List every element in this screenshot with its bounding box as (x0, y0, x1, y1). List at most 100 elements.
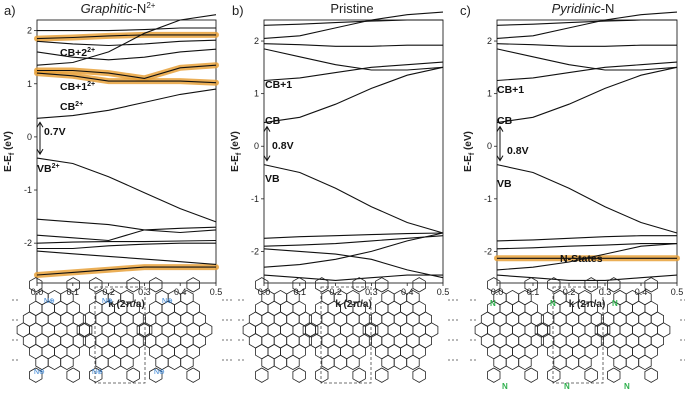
x-tick-label: 0.5 (671, 287, 684, 297)
band-line (36, 266, 216, 276)
annotations-a: CB+22+ CB+12+ CB2+ 0.7V VB2+ (37, 47, 95, 175)
y-tick-label: 1 (27, 79, 32, 89)
band-line (496, 243, 677, 250)
ring (261, 354, 275, 371)
plot-frame (263, 19, 444, 284)
ring (412, 277, 426, 293)
ring (375, 367, 389, 383)
ring (292, 277, 306, 293)
band-line (36, 34, 216, 40)
ring (89, 367, 103, 383)
y-tick-label: -2 (24, 238, 32, 248)
ring (315, 277, 329, 293)
ring (638, 354, 652, 371)
structure-pristine (238, 277, 458, 384)
band-line (263, 11, 444, 39)
panel-label-b: b) (232, 3, 244, 18)
nitrogen-atom: N (490, 299, 496, 308)
panel-label-a: a) (4, 3, 16, 18)
ring (286, 354, 300, 371)
band-line (263, 232, 444, 239)
ring (107, 354, 122, 371)
ring (346, 354, 360, 371)
panel-label-c: c) (460, 3, 471, 18)
ring (406, 354, 420, 371)
y-tick-label: -2 (251, 246, 259, 256)
ring (255, 277, 269, 293)
band-line (37, 27, 216, 32)
x-tick-label: 0.5 (210, 287, 223, 297)
ring (29, 367, 43, 383)
ring (393, 354, 408, 371)
label-cb1-c: CB+1 (497, 84, 524, 96)
x-tick-label: 0.3 (138, 287, 151, 297)
ring (493, 354, 507, 371)
band-line (36, 226, 217, 242)
ring (547, 277, 561, 293)
ring (186, 277, 200, 293)
y-tick-label: 1 (254, 89, 259, 99)
ring (644, 367, 658, 383)
ring (29, 277, 43, 293)
x-tick-label: 0.3 (599, 287, 612, 297)
band-line (263, 235, 444, 247)
ring (120, 354, 134, 371)
band-line (36, 250, 217, 265)
y-tick-label: 2 (27, 26, 32, 36)
x-tick-label: 0.0 (258, 287, 271, 297)
y-axis-label: E-Ef (eV) (230, 131, 243, 172)
panel-graphitic: a) Graphitic-N2+ 0.0 0.1 0.2 0.3 0.4 0.5-2-10… (3, 1, 222, 310)
ring (255, 367, 269, 383)
x-tick-label: 0.2 (102, 287, 115, 297)
band-line (36, 39, 217, 47)
label-nstates-c: N-States (560, 253, 603, 265)
x-tick-label: 0.1 (527, 287, 540, 297)
ring (613, 354, 627, 371)
ring (524, 367, 538, 383)
y-tick-label: -1 (484, 194, 492, 204)
ring (553, 354, 567, 371)
label-vb-c: VB (497, 178, 512, 190)
ring (547, 367, 561, 383)
band-line (37, 64, 217, 79)
y-tick-label: -1 (251, 194, 259, 204)
band-line (263, 43, 443, 47)
ring (149, 277, 163, 293)
ring (155, 354, 169, 371)
structure-graphitic: N⊕ N⊕ N⊕ N⊕ N⊕ N⊕ (12, 277, 232, 384)
band-line (263, 164, 444, 234)
plot-frame (496, 19, 678, 284)
ring (584, 277, 598, 293)
nitrogen-atom: N (564, 382, 570, 391)
ring (607, 367, 621, 383)
label-gap-a: 0.7V (44, 126, 66, 138)
x-tick-label: 0.4 (174, 287, 187, 297)
ring (565, 354, 580, 371)
ring (578, 354, 592, 371)
nitrogen-atom: N (502, 382, 508, 391)
y-tick-label: 1 (487, 89, 492, 99)
band-line (263, 274, 443, 281)
charged-nitrogen: N⊕ (92, 369, 103, 376)
panel-title-a: Graphitic-N2+ (81, 1, 156, 16)
band-line (36, 72, 217, 84)
ring (505, 354, 520, 371)
label-gap-c: 0.8V (507, 145, 529, 157)
gap-arrowhead-top (263, 125, 271, 132)
band-line (496, 66, 678, 124)
x-tick-label: 0.4 (401, 287, 414, 297)
ring (66, 367, 80, 383)
y-tick-label: 0 (27, 132, 32, 142)
ring (47, 354, 62, 371)
x-tick-label: 0.2 (329, 287, 342, 297)
ring (186, 367, 200, 383)
band-line (36, 14, 217, 66)
ring (89, 277, 103, 293)
label-gap-b: 0.8V (272, 140, 294, 152)
band-line (496, 243, 678, 271)
ring (352, 277, 366, 293)
ring (315, 367, 329, 383)
